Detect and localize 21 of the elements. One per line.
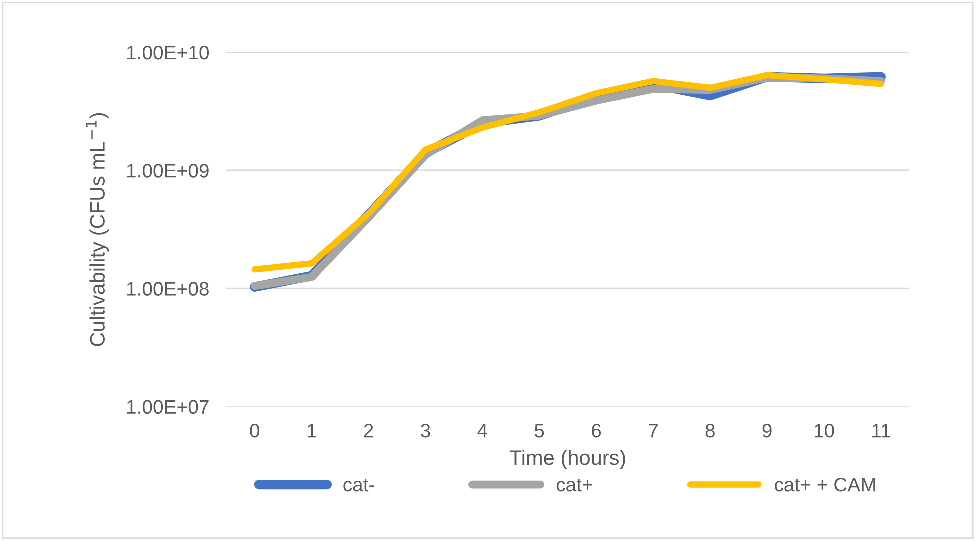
x-tick-label: 8 [706, 424, 715, 438]
x-tick-label: 7 [649, 424, 658, 438]
y-axis-title: Cultivability (CFUs mL$^{−1}$) [86, 113, 110, 346]
x-tick-label: 5 [534, 424, 544, 438]
x-axis-title: Time (hours) [510, 450, 626, 470]
x-tick-label: 9 [762, 424, 772, 438]
x-tick-label: 11 [872, 424, 890, 438]
y-tick-label: 1.00E+09 [127, 164, 209, 178]
x-tick-label: 6 [592, 424, 602, 438]
x-tick-label: 1 [308, 424, 316, 438]
y-tick-label: 1.00E+08 [127, 282, 209, 296]
y-tick-label: 1.00E+10 [127, 46, 210, 60]
y-tick-label: 1.00E+07 [127, 400, 209, 414]
x-tick-label: 10 [814, 424, 834, 438]
x-tick-label: 3 [421, 424, 430, 438]
x-tick-label: 0 [250, 424, 260, 438]
legend-label: cat+ + CAM [775, 478, 876, 492]
legend-label: cat+ [556, 479, 592, 492]
legend-label: cat- [344, 479, 374, 492]
x-tick-label: 2 [364, 424, 374, 438]
x-tick-label: 4 [478, 424, 488, 438]
